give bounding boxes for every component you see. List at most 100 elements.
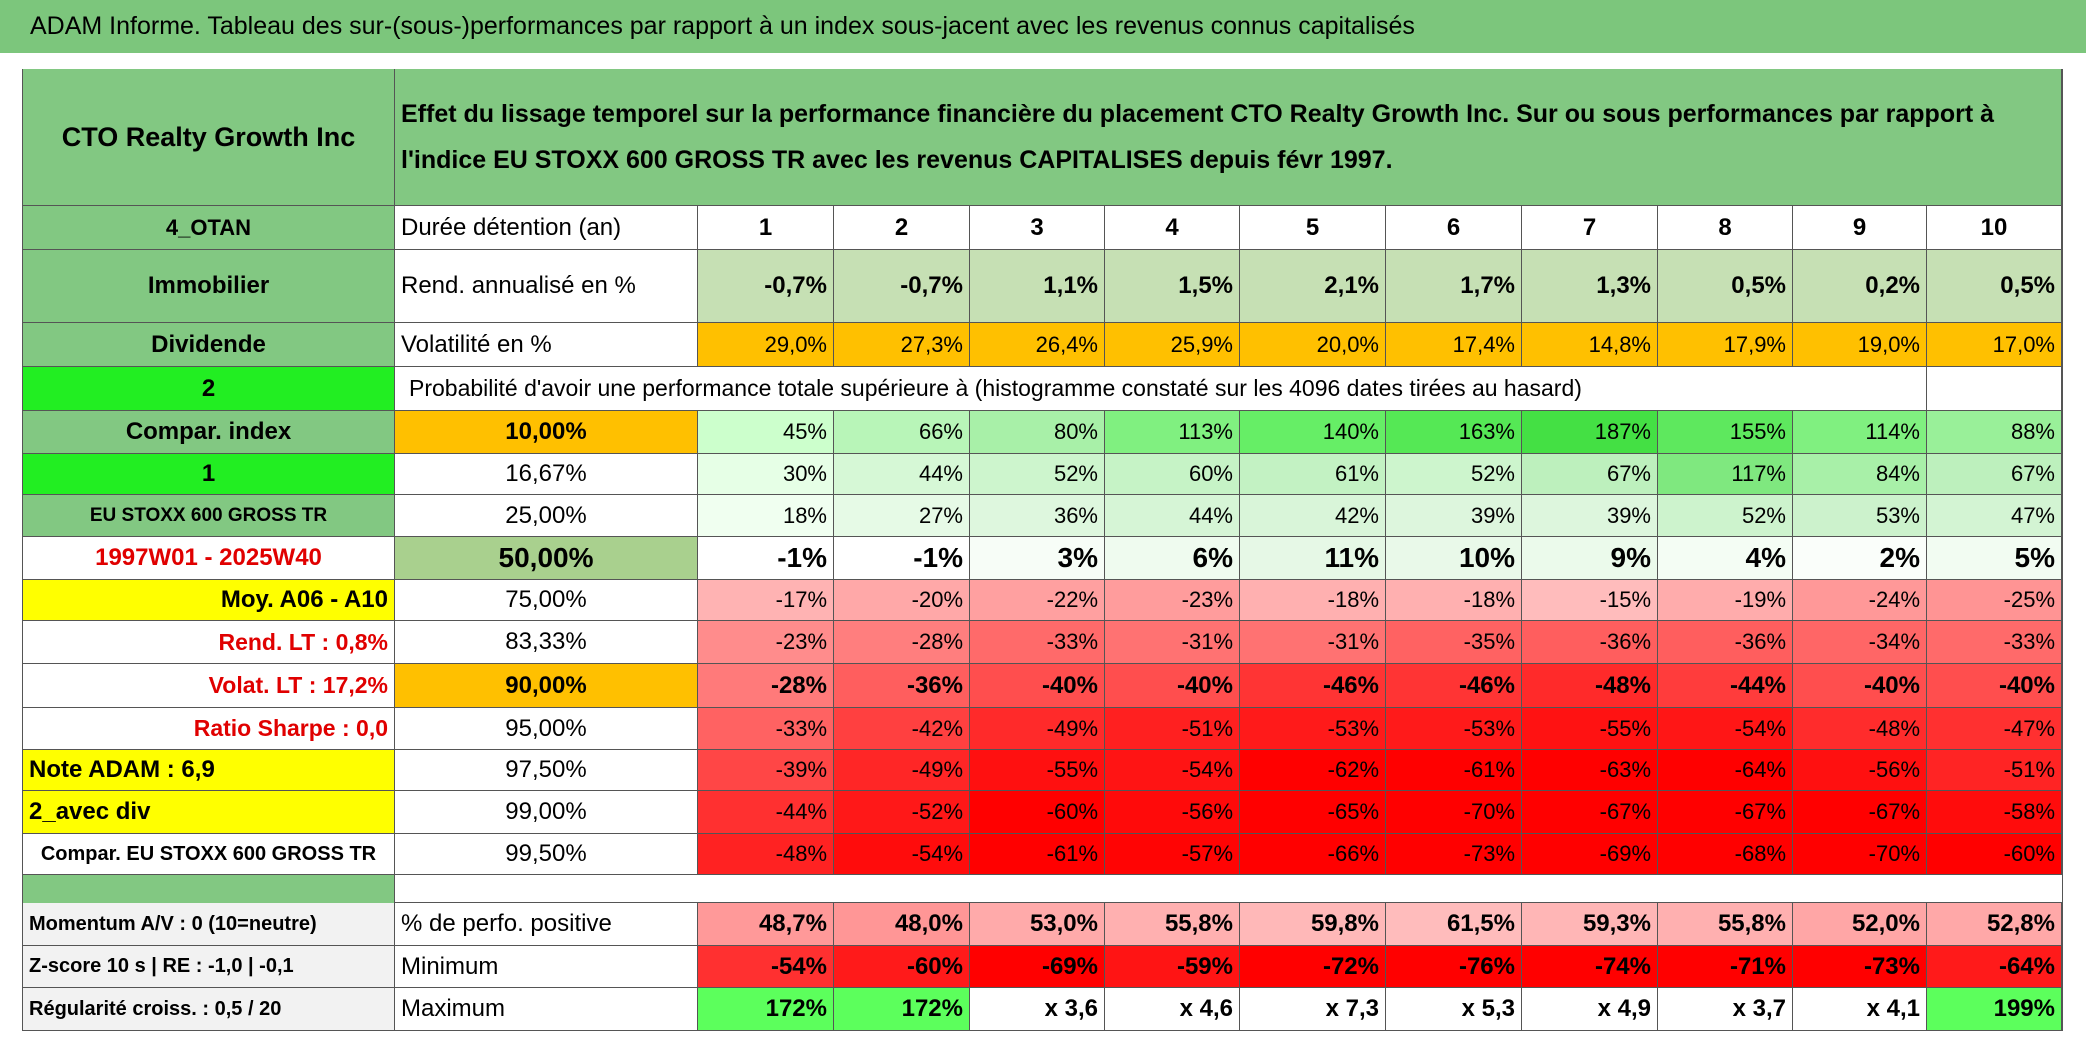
value-cell: -73% [1386,834,1522,875]
value-cell: -54% [1658,708,1793,750]
value-cell: 59,3% [1522,903,1658,946]
value-cell: 88% [1927,411,2062,454]
value-cell: 0,5% [1658,250,1793,323]
value-cell: 27% [834,495,970,537]
value-cell: 61,5% [1386,903,1522,946]
value-cell: -72% [1240,946,1386,988]
value-cell: 45% [698,411,834,454]
value-cell: 8 [1658,206,1793,250]
value-cell: -23% [1105,580,1240,621]
value-cell: -48% [1793,708,1927,750]
value-cell: -28% [698,664,834,708]
row-label: Ratio Sharpe : 0,0 [23,708,395,750]
value-cell: -33% [1927,621,2062,664]
value-cell: -40% [1793,664,1927,708]
row-name: 99,00% [395,791,698,834]
value-cell: -24% [1793,580,1927,621]
value-cell: 0,5% [1927,250,2062,323]
value-cell: 2 [834,206,970,250]
value-cell: -74% [1522,946,1658,988]
value-cell: 25,9% [1105,323,1240,367]
value-cell: -63% [1522,750,1658,791]
value-cell: 1,3% [1522,250,1658,323]
row-label: Note ADAM : 6,9 [23,750,395,791]
value-cell: -56% [1105,791,1240,834]
value-cell: -33% [698,708,834,750]
value-cell: x 3,7 [1658,988,1793,1031]
value-cell: -20% [834,580,970,621]
value-cell: -70% [1793,834,1927,875]
value-cell: -34% [1793,621,1927,664]
value-cell: -46% [1386,664,1522,708]
value-cell: 52% [1658,495,1793,537]
value-cell: 27,3% [834,323,970,367]
header-text: Effet du lissage temporel sur la perform… [395,69,2062,206]
value-cell: 17,9% [1658,323,1793,367]
row-label: 1 [23,454,395,495]
value-cell: 44% [1105,495,1240,537]
row-name: Maximum [395,988,698,1031]
value-cell: -36% [834,664,970,708]
value-cell: 59,8% [1240,903,1386,946]
value-cell: -65% [1240,791,1386,834]
value-cell: -18% [1386,580,1522,621]
value-cell: -1% [698,537,834,580]
value-cell: 3% [970,537,1105,580]
value-cell: 7 [1522,206,1658,250]
value-cell: -68% [1658,834,1793,875]
value-cell: x 5,3 [1386,988,1522,1031]
value-cell: -58% [1927,791,2062,834]
value-cell: 2% [1793,537,1927,580]
value-cell: -76% [1386,946,1522,988]
row-name: 83,33% [395,621,698,664]
row-name: Minimum [395,946,698,988]
row-label: EU STOXX 600 GROSS TR [23,495,395,537]
value-cell: 67% [1522,454,1658,495]
value-cell: -40% [970,664,1105,708]
value-cell: 14,8% [1522,323,1658,367]
value-cell: 66% [834,411,970,454]
value-cell: 163% [1386,411,1522,454]
value-cell: 47% [1927,495,2062,537]
value-cell: x 7,3 [1240,988,1386,1031]
value-cell: 0,2% [1793,250,1927,323]
value-cell: 20,0% [1240,323,1386,367]
row-label: Volat. LT : 17,2% [23,664,395,708]
value-cell: x 4,6 [1105,988,1240,1031]
value-cell: -31% [1240,621,1386,664]
row-name: Volatilité en % [395,323,698,367]
value-cell: 5% [1927,537,2062,580]
value-cell: 36% [970,495,1105,537]
value-cell: -36% [1522,621,1658,664]
value-cell: -67% [1522,791,1658,834]
row-label: 4_OTAN [23,206,395,250]
value-cell: -53% [1386,708,1522,750]
value-cell: -52% [834,791,970,834]
value-cell: -55% [1522,708,1658,750]
row-label: 2 [23,367,395,411]
value-cell: 114% [1793,411,1927,454]
value-cell: x 4,1 [1793,988,1927,1031]
value-cell: 52,0% [1793,903,1927,946]
value-cell: 18% [698,495,834,537]
value-cell: 1 [698,206,834,250]
value-cell: -35% [1386,621,1522,664]
value-cell: 172% [698,988,834,1031]
value-cell: 17,0% [1927,323,2062,367]
value-cell: -18% [1240,580,1386,621]
value-cell: 6 [1386,206,1522,250]
report-title: ADAM Informe. Tableau des sur-(sous-)per… [0,0,2086,53]
value-cell: 26,4% [970,323,1105,367]
row-name: Durée détention (an) [395,206,698,250]
value-cell: -42% [834,708,970,750]
value-cell: -40% [1927,664,2062,708]
value-cell: -28% [834,621,970,664]
value-cell: 4 [1105,206,1240,250]
value-cell: -22% [970,580,1105,621]
value-cell: -1% [834,537,970,580]
row-label: 1997W01 - 2025W40 [23,537,395,580]
separator [23,875,395,903]
value-cell: -60% [1927,834,2062,875]
value-cell: -40% [1105,664,1240,708]
value-cell: -0,7% [698,250,834,323]
